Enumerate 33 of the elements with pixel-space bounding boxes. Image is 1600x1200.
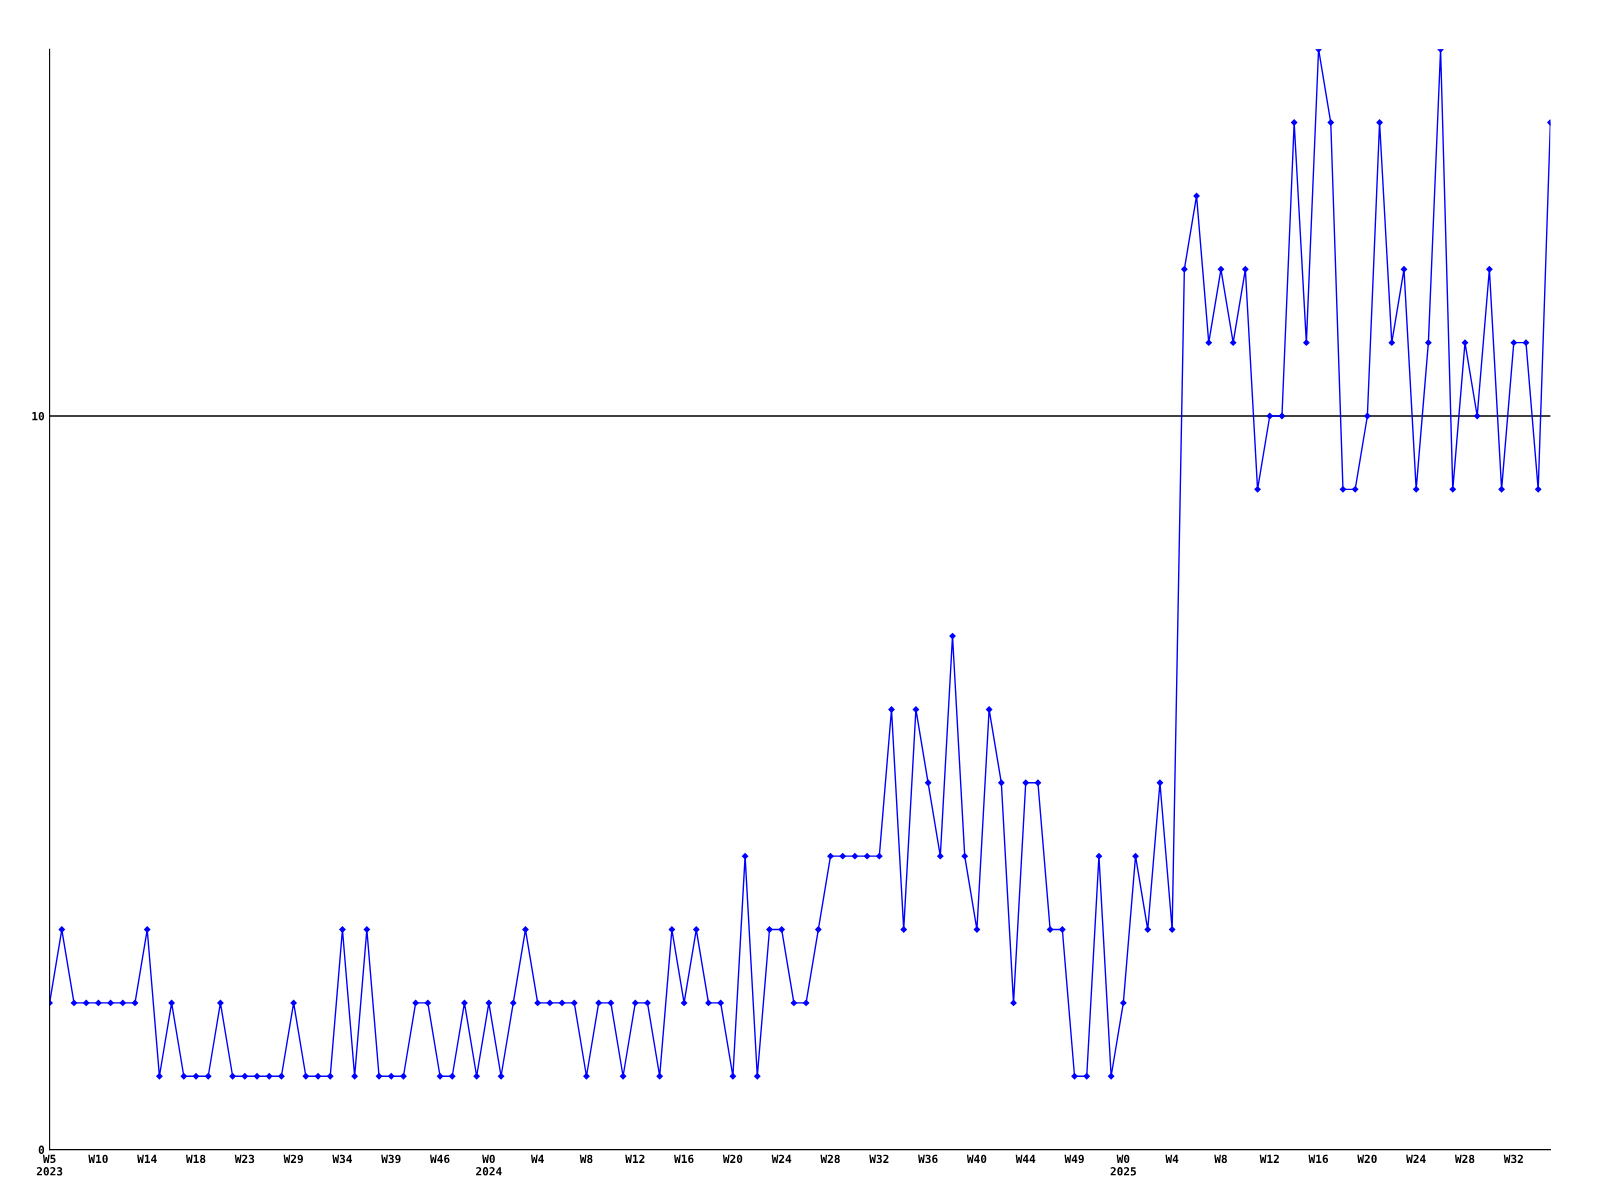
x-tick-label: W28 [820, 1154, 840, 1164]
x-tick-label: W4 [530, 1154, 544, 1163]
x-tick-label: W32 [1503, 1154, 1523, 1164]
x-tick-label: W4 [1165, 1154, 1179, 1163]
y-tick-label: 10 [32, 411, 45, 421]
x-tick-label: W24 [771, 1154, 792, 1163]
x-tick-label: W0 2024 [476, 1154, 502, 1176]
x-tick-label: W44 [1015, 1154, 1036, 1163]
x-tick-label: W39 [381, 1154, 401, 1164]
x-tick-label: W36 [918, 1154, 938, 1164]
x-tick-label: W18 [185, 1154, 206, 1164]
x-tick-label: W8 [1214, 1154, 1227, 1164]
y-tick-label: 0 [38, 1145, 45, 1154]
x-tick-label: W29 [283, 1154, 303, 1164]
x-tick-label: W32 [869, 1154, 889, 1164]
x-tick-label: W46 [430, 1154, 450, 1164]
x-tick-label: W12 [1259, 1154, 1279, 1163]
x-tick-label: W16 [674, 1154, 694, 1164]
x-tick-label: W23 [234, 1154, 255, 1164]
x-tick-label: W49 [1064, 1154, 1084, 1164]
x-tick-label: W40 [966, 1154, 987, 1164]
x-tick-label: W34 [332, 1154, 352, 1164]
x-tick-label: W8 [579, 1154, 593, 1164]
x-tick-label: W12 [625, 1154, 645, 1163]
x-tick-label: W14 [137, 1154, 157, 1163]
x-tick-label: W28 [1454, 1154, 1475, 1164]
x-tick-label: W0 2025 [1110, 1154, 1136, 1176]
x-tick-label: W5 2023 [36, 1154, 63, 1176]
x-tick-label: W20 [722, 1154, 743, 1164]
x-tick-label: W24 [1406, 1154, 1426, 1163]
x-tick-label: W20 [1357, 1154, 1377, 1164]
x-tick-label: W10 [88, 1154, 108, 1164]
x-tick-label: W16 [1308, 1154, 1328, 1164]
